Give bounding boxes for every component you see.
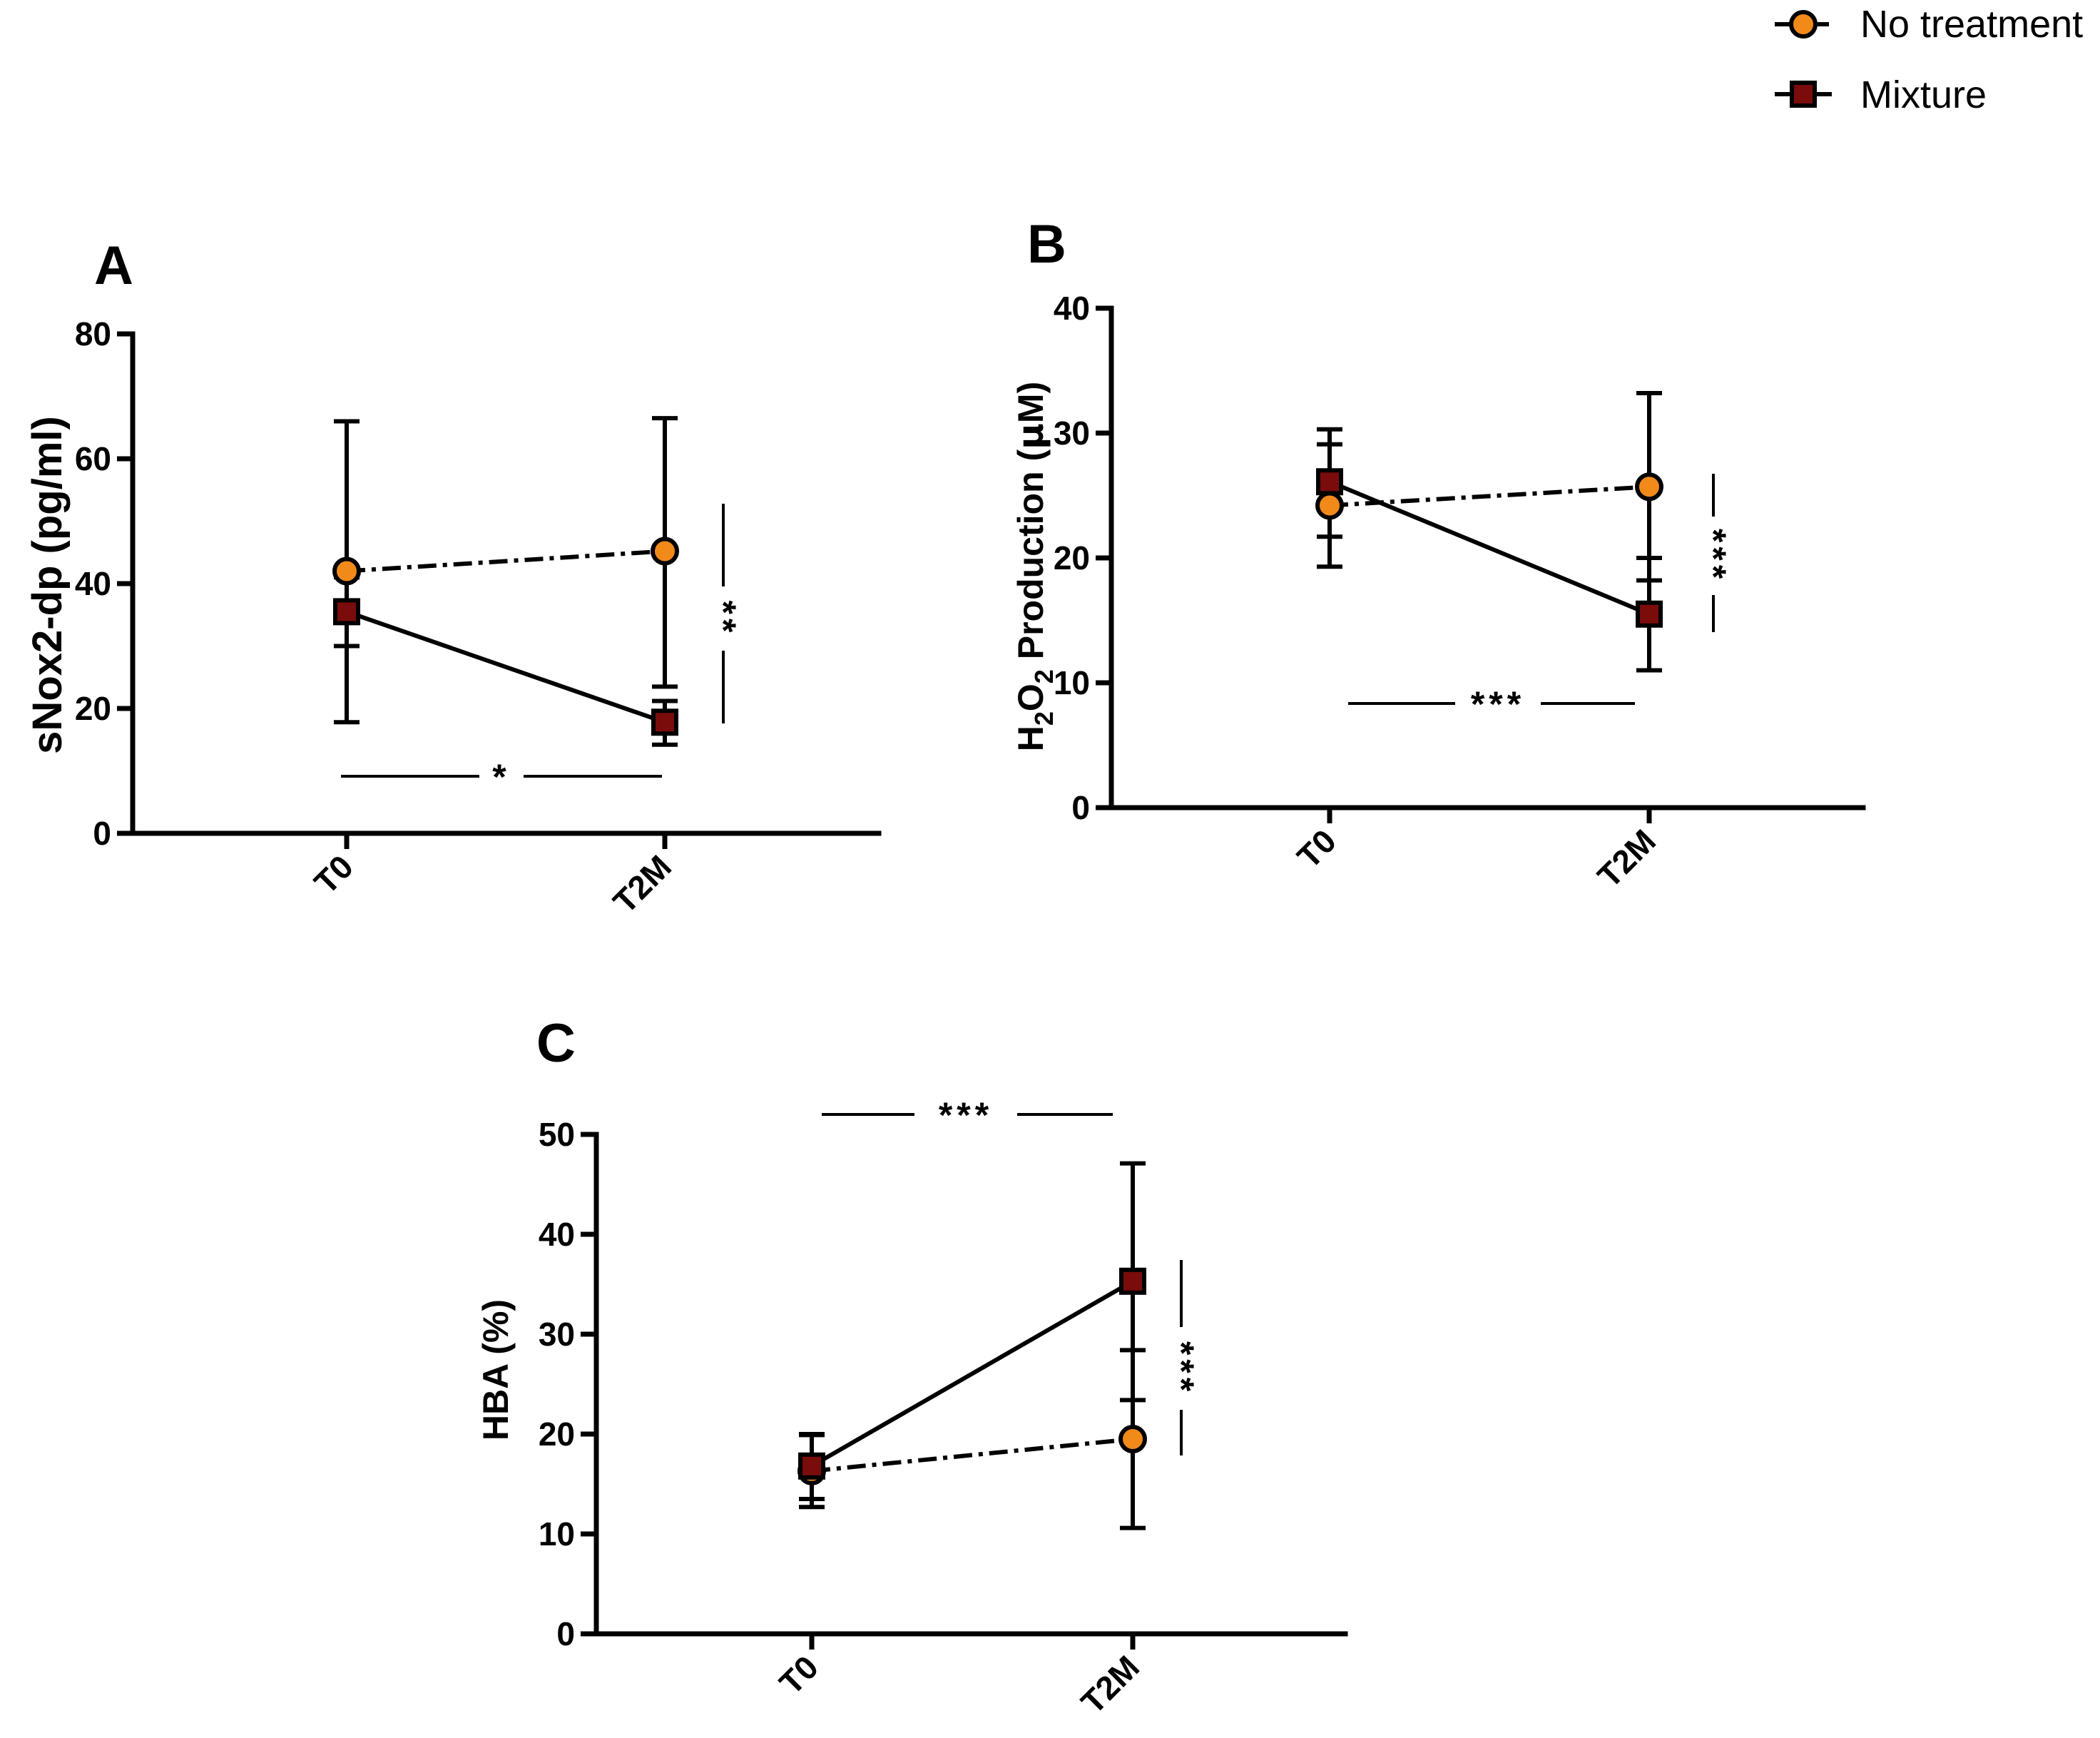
x-tick-label: T2M [1590,822,1663,895]
y-tick-label: 40 [1054,290,1090,327]
data-point-mixture [1316,468,1343,496]
data-point-no-treatment [651,537,679,566]
panel-letter-b: B [1027,214,1066,275]
data-point-mixture [1636,600,1663,628]
data-point-no-treatment [332,557,361,586]
significance-label-horizontal: * [492,757,510,797]
series-line-no-treatment [811,1437,1133,1473]
y-tick-label: 0 [556,1615,575,1652]
data-point-mixture [798,1452,825,1480]
x-tick-label: T0 [1290,822,1343,875]
y-tick-label: 10 [539,1515,575,1552]
x-tick-label: T0 [772,1648,825,1702]
panel-letter-a: A [94,235,133,296]
legend-marker-circle [1789,10,1818,39]
legend-item-no-treatment: No treatment [1775,3,2083,46]
y-tick-label: 80 [75,315,111,352]
y-axis-title-b: H2O2 Production (μM) [1010,382,1059,752]
significance-label-vertical: ** [703,601,743,637]
significance-label-vertical: *** [1693,529,1733,583]
y-tick-label: 20 [1054,539,1090,576]
y-axis-title-a: sNox2-dp (pg/ml) [24,416,71,754]
data-point-no-treatment [1118,1425,1147,1453]
legend-label-mixture: Mixture [1860,73,1987,116]
y-tick-label: 0 [1071,789,1090,826]
y-tick-label: 10 [1054,664,1090,701]
y-tick-label: 20 [75,690,111,727]
y-tick-label: 30 [539,1316,575,1353]
y-tick-label: 0 [93,815,111,852]
panel-c-plot: 0 10 20 30 40 50 T0 T2M *** *** [539,1095,1348,1721]
legend-label-no-treatment: No treatment [1860,3,2083,46]
data-point-no-treatment [1315,491,1344,520]
axis-lines [1108,305,1866,810]
data-point-mixture [1119,1267,1146,1295]
axis-lines [593,1132,1348,1637]
significance-label-horizontal: *** [1471,684,1525,724]
series-line-mixture [1328,479,1651,616]
series-line-no-treatment [346,549,666,574]
data-point-mixture [333,598,360,626]
panel-letter-c: C [536,1013,576,1074]
y-tick-label: 60 [75,440,111,477]
x-tick-label: T2M [1074,1648,1146,1721]
x-tick-label: T0 [307,848,360,901]
panel-b-plot: 0 10 20 30 40 T0 T2M *** *** [1054,290,1866,895]
x-tick-label: T2M [606,848,678,920]
legend-item-mixture: Mixture [1775,73,1987,116]
y-tick-label: 20 [539,1416,575,1453]
series-line-mixture [346,609,666,725]
y-tick-label: 40 [75,565,111,602]
y-axis-title-c: HBA (%) [476,1299,516,1440]
data-point-no-treatment [1635,472,1663,502]
y-tick-label: 30 [1054,415,1090,452]
legend-marker-square [1790,81,1817,108]
y-tick-label: 50 [539,1116,575,1153]
legend: No treatment Mixture [1775,3,2083,116]
series-line-mixture [810,1279,1134,1468]
y-tick-label: 40 [539,1216,575,1253]
significance-label-vertical: *** [1161,1341,1201,1396]
significance-label-horizontal: *** [939,1095,993,1135]
data-point-mixture [651,708,678,736]
